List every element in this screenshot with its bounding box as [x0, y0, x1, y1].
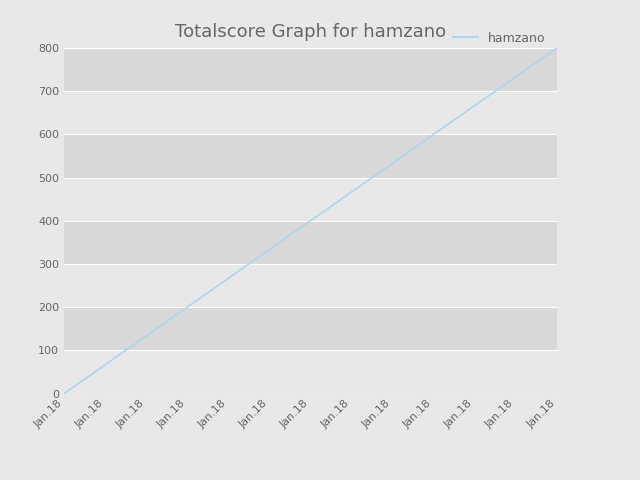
Bar: [64, 48, 557, 91]
hamzano: [225, 276, 232, 281]
hamzano: [553, 45, 561, 51]
Line: hamzano: hamzano: [64, 48, 557, 394]
hamzano: [60, 391, 68, 396]
hamzano: [101, 362, 109, 368]
hamzano: [348, 189, 355, 195]
hamzano: [512, 74, 520, 80]
Title: Totalscore Graph for hamzano: Totalscore Graph for hamzano: [175, 23, 446, 41]
hamzano: [183, 304, 191, 310]
Bar: [64, 134, 557, 178]
hamzano: [430, 132, 438, 137]
Legend: hamzano: hamzano: [448, 26, 550, 49]
hamzano: [142, 333, 150, 339]
hamzano: [307, 218, 314, 224]
hamzano: [471, 103, 479, 108]
Bar: [64, 178, 557, 221]
hamzano: [388, 160, 396, 166]
hamzano: [266, 247, 273, 252]
Bar: [64, 350, 557, 394]
Bar: [64, 307, 557, 350]
Bar: [64, 221, 557, 264]
Bar: [64, 91, 557, 134]
Bar: [64, 264, 557, 307]
